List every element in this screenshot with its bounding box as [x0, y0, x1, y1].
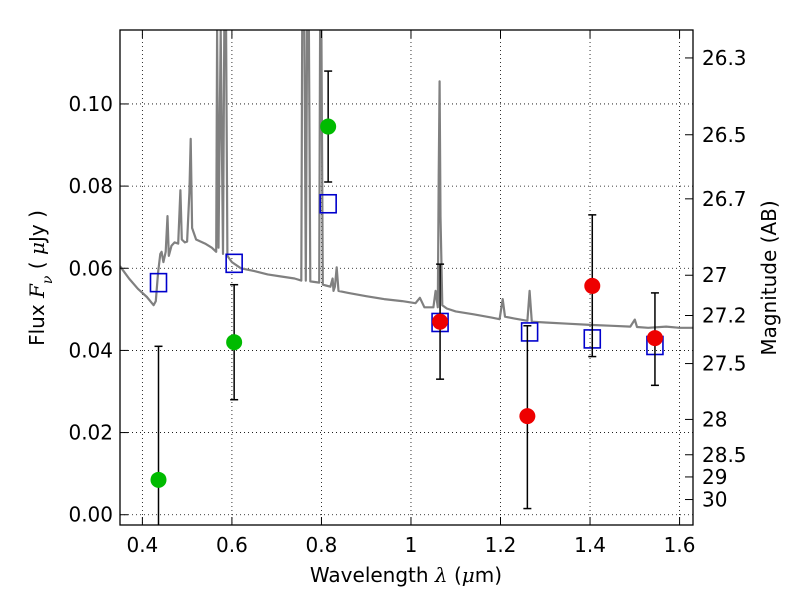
observed-optical-point [226, 334, 243, 351]
x-tick-label: 1.2 [485, 533, 517, 557]
y-axis-title: Flux Fν ( μJy ) [25, 210, 56, 346]
y2-tick-label: 28 [702, 407, 727, 431]
y2-tick-label: 30 [702, 488, 727, 512]
model-photometry-square [149, 272, 168, 293]
y2-tick-label: 27 [702, 263, 727, 287]
observed-nir-point [646, 330, 663, 347]
y2-tick-label: 27.2 [702, 303, 747, 327]
y2-tick-label: 26.7 [702, 187, 747, 211]
x-tick-label: 1 [405, 533, 418, 557]
plot-frame [119, 29, 694, 526]
y2-tick-label: 26.5 [702, 123, 747, 147]
y-tick-label: 0.10 [68, 92, 113, 116]
y2-tick-label: 27.5 [702, 352, 747, 376]
observed-optical-point [320, 118, 337, 135]
y2-tick-label: 29 [702, 465, 727, 489]
observed-nir-point [432, 313, 449, 330]
observed-nir-point [519, 408, 536, 425]
grid [120, 30, 693, 525]
x-tick-label: 0.4 [126, 533, 158, 557]
x-tick-label: 1.4 [574, 533, 606, 557]
observed-nir-point [584, 277, 601, 294]
y2-tick-label: 28.5 [702, 443, 747, 467]
model-photometry-square [319, 193, 337, 214]
y2-axis-title: Magnitude (AB) [757, 200, 781, 355]
y-tick-label: 0.06 [68, 256, 113, 280]
plot-area [120, 30, 693, 525]
model-photometry-square [520, 322, 539, 342]
x-tick-label: 1.6 [664, 533, 696, 557]
observed-optical-point [150, 471, 167, 488]
y-tick-label: 0.04 [68, 338, 113, 362]
y-tick-label: 0.00 [68, 503, 113, 527]
model-photometry-square [225, 253, 243, 274]
x-tick-label: 0.6 [216, 533, 248, 557]
model-spectrum-line [120, 30, 693, 329]
y-tick-label: 0.08 [68, 174, 113, 198]
y2-tick-label: 26.3 [702, 46, 747, 70]
axes: 0.4 0.6 0.8 1 1.2 1.4 1.6 0.00 0.02 0.04 0.06 0.08 0… [68, 30, 747, 557]
x-tick-label: 0.8 [306, 533, 338, 557]
x-axis-title: Wavelength λ (μm) [310, 563, 502, 587]
y-tick-label: 0.02 [68, 421, 113, 445]
